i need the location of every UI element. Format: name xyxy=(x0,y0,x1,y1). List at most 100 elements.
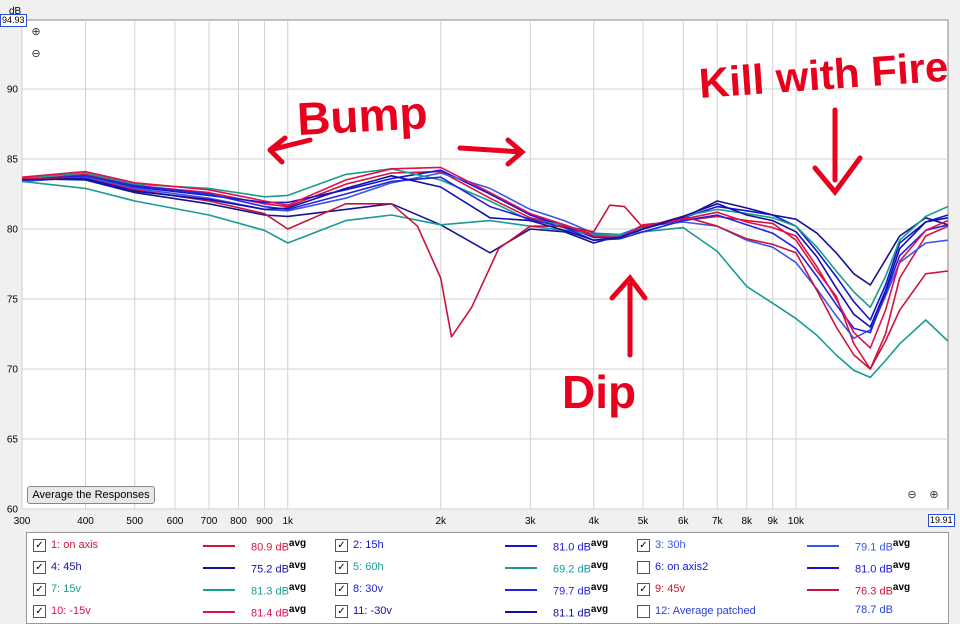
x-tick-label: 7k xyxy=(712,516,724,527)
legend-checkbox[interactable]: ✓ xyxy=(33,539,46,552)
legend-average-value: 80.9 dBavg xyxy=(251,538,307,554)
legend-color-swatch xyxy=(807,567,839,569)
series-line-10 xyxy=(22,166,948,349)
legend-item-6: 6: on axis2 81.0 dBavg xyxy=(637,558,937,578)
bump-arrow-right xyxy=(457,137,526,167)
legend-item-10: ✓ 10: -15v 81.4 dBavg xyxy=(33,602,333,622)
legend-average-value: 69.2 dBavg xyxy=(553,560,609,576)
legend-series-name: 8: 30v xyxy=(353,583,383,595)
legend-checkbox[interactable]: ✓ xyxy=(637,583,650,596)
legend-item-2: ✓ 2: 15h 81.0 dBavg xyxy=(335,536,635,556)
plot-area xyxy=(21,19,949,510)
x-tick-label: 9k xyxy=(767,516,779,527)
legend-color-swatch xyxy=(505,611,537,613)
legend-color-swatch xyxy=(505,545,537,547)
legend-checkbox[interactable]: ✓ xyxy=(335,583,348,596)
legend-series-name: 5: 60h xyxy=(353,561,384,573)
legend-item-8: ✓ 8: 30v 79.7 dBavg xyxy=(335,580,635,600)
x-end-label: 19.91 xyxy=(928,514,955,527)
legend-series-name: 7: 15v xyxy=(51,583,81,595)
legend-item-5: ✓ 5: 60h 69.2 dBavg xyxy=(335,558,635,578)
legend-checkbox[interactable]: ✓ xyxy=(335,561,348,574)
legend-series-name: 1: on axis xyxy=(51,539,99,551)
y-tick-label: 70 xyxy=(7,365,19,376)
legend-checkbox[interactable] xyxy=(637,561,650,574)
legend-average-value: 75.2 dBavg xyxy=(251,560,307,576)
legend-item-7: ✓ 7: 15v 81.3 dBavg xyxy=(33,580,333,600)
legend-average-value: 81.0 dBavg xyxy=(855,560,911,576)
y-tick-label: 80 xyxy=(7,225,19,236)
annotation-dip: Dip xyxy=(562,366,636,418)
y-tick-label: 60 xyxy=(7,505,19,516)
legend-item-12: 12: Average patched 78.7 dB xyxy=(637,602,937,622)
legend-series-name: 10: -15v xyxy=(51,605,91,617)
zoom-in-horizontal-icon[interactable]: ⊕ xyxy=(929,489,939,501)
legend-item-11: ✓ 11: -30v 81.1 dBavg xyxy=(335,602,635,622)
legend-checkbox[interactable]: ✓ xyxy=(33,605,46,618)
legend-item-3: ✓ 3: 30h 79.1 dBavg xyxy=(637,536,937,556)
legend-series-name: 6: on axis2 xyxy=(655,561,709,573)
legend-color-swatch xyxy=(203,611,235,613)
x-tick-label: 4k xyxy=(588,516,600,527)
legend-color-swatch xyxy=(807,589,839,591)
zoom-out-horizontal-icon[interactable]: ⊖ xyxy=(907,489,917,501)
legend-color-swatch xyxy=(505,589,537,591)
y-tick-label: 75 xyxy=(7,295,19,306)
x-tick-label: 500 xyxy=(126,516,143,527)
legend-average-value: 76.3 dBavg xyxy=(855,582,911,598)
x-tick-label: 400 xyxy=(77,516,94,527)
dip-arrow xyxy=(609,274,648,358)
annotation-bump: Bump xyxy=(296,86,429,145)
legend-checkbox[interactable]: ✓ xyxy=(335,539,348,552)
x-tick-label: 10k xyxy=(788,516,805,527)
legend-series-name: 3: 30h xyxy=(655,539,686,551)
legend-item-1: ✓ 1: on axis 80.9 dBavg xyxy=(33,536,333,556)
x-tick-label: 3k xyxy=(525,516,537,527)
legend-item-9: ✓ 9: 45v 76.3 dBavg xyxy=(637,580,937,600)
bump-arrow-left xyxy=(267,135,313,165)
x-tick-label: 600 xyxy=(167,516,184,527)
series-line-11 xyxy=(22,175,948,328)
x-tick-label: 700 xyxy=(201,516,218,527)
x-tick-label: 800 xyxy=(230,516,247,527)
legend-color-swatch xyxy=(203,567,235,569)
legend-color-swatch xyxy=(203,545,235,547)
series-line-9 xyxy=(22,177,948,370)
legend-average-value: 81.4 dBavg xyxy=(251,604,307,620)
legend-series-name: 9: 45v xyxy=(655,583,685,595)
x-tick-label: 5k xyxy=(638,516,650,527)
legend-average-value: 81.3 dBavg xyxy=(251,582,307,598)
series-line-3 xyxy=(22,172,948,340)
zoom-in-vertical-icon[interactable]: ⊕ xyxy=(31,26,41,38)
legend-average-value: 81.1 dBavg xyxy=(553,604,609,620)
legend-series-name: 12: Average patched xyxy=(655,605,756,617)
y-tick-label: 90 xyxy=(7,85,19,96)
legend-checkbox[interactable] xyxy=(637,605,650,618)
legend-color-swatch xyxy=(203,589,235,591)
frequency-response-chart: 300 400 500 600 700 800 900 1k 2k 3k 4k 5k 6k 7k 8k 9k 1… xyxy=(6,6,950,527)
legend-average-value: 78.7 dB xyxy=(855,604,893,616)
average-responses-button[interactable]: Average the Responses xyxy=(27,486,155,504)
y-max-label: 94.93 xyxy=(0,14,27,27)
y-axis-label: dB xyxy=(9,6,22,17)
x-tick-label: 8k xyxy=(741,516,753,527)
x-tick-label: 2k xyxy=(435,516,447,527)
legend-series-name: 2: 15h xyxy=(353,539,384,551)
legend: ✓ 1: on axis 80.9 dBavg ✓ 2: 15h 81.0 dBavg ✓ 3… xyxy=(26,532,949,624)
legend-item-4: ✓ 4: 45h 75.2 dBavg xyxy=(33,558,333,578)
x-tick-label: 6k xyxy=(678,516,690,527)
legend-color-swatch xyxy=(505,567,537,569)
legend-checkbox[interactable]: ✓ xyxy=(33,561,46,574)
legend-series-name: 4: 45h xyxy=(51,561,82,573)
legend-checkbox[interactable]: ✓ xyxy=(335,605,348,618)
legend-checkbox[interactable]: ✓ xyxy=(33,583,46,596)
zoom-out-vertical-icon[interactable]: ⊖ xyxy=(31,48,41,60)
y-tick-label: 65 xyxy=(7,435,19,446)
legend-average-value: 79.1 dBavg xyxy=(855,538,911,554)
x-tick-label: 300 xyxy=(14,516,31,527)
x-tick-label: 900 xyxy=(256,516,273,527)
legend-color-swatch xyxy=(807,545,839,547)
legend-checkbox[interactable]: ✓ xyxy=(637,539,650,552)
y-tick-label: 85 xyxy=(7,155,19,166)
fire-arrow xyxy=(812,107,863,197)
